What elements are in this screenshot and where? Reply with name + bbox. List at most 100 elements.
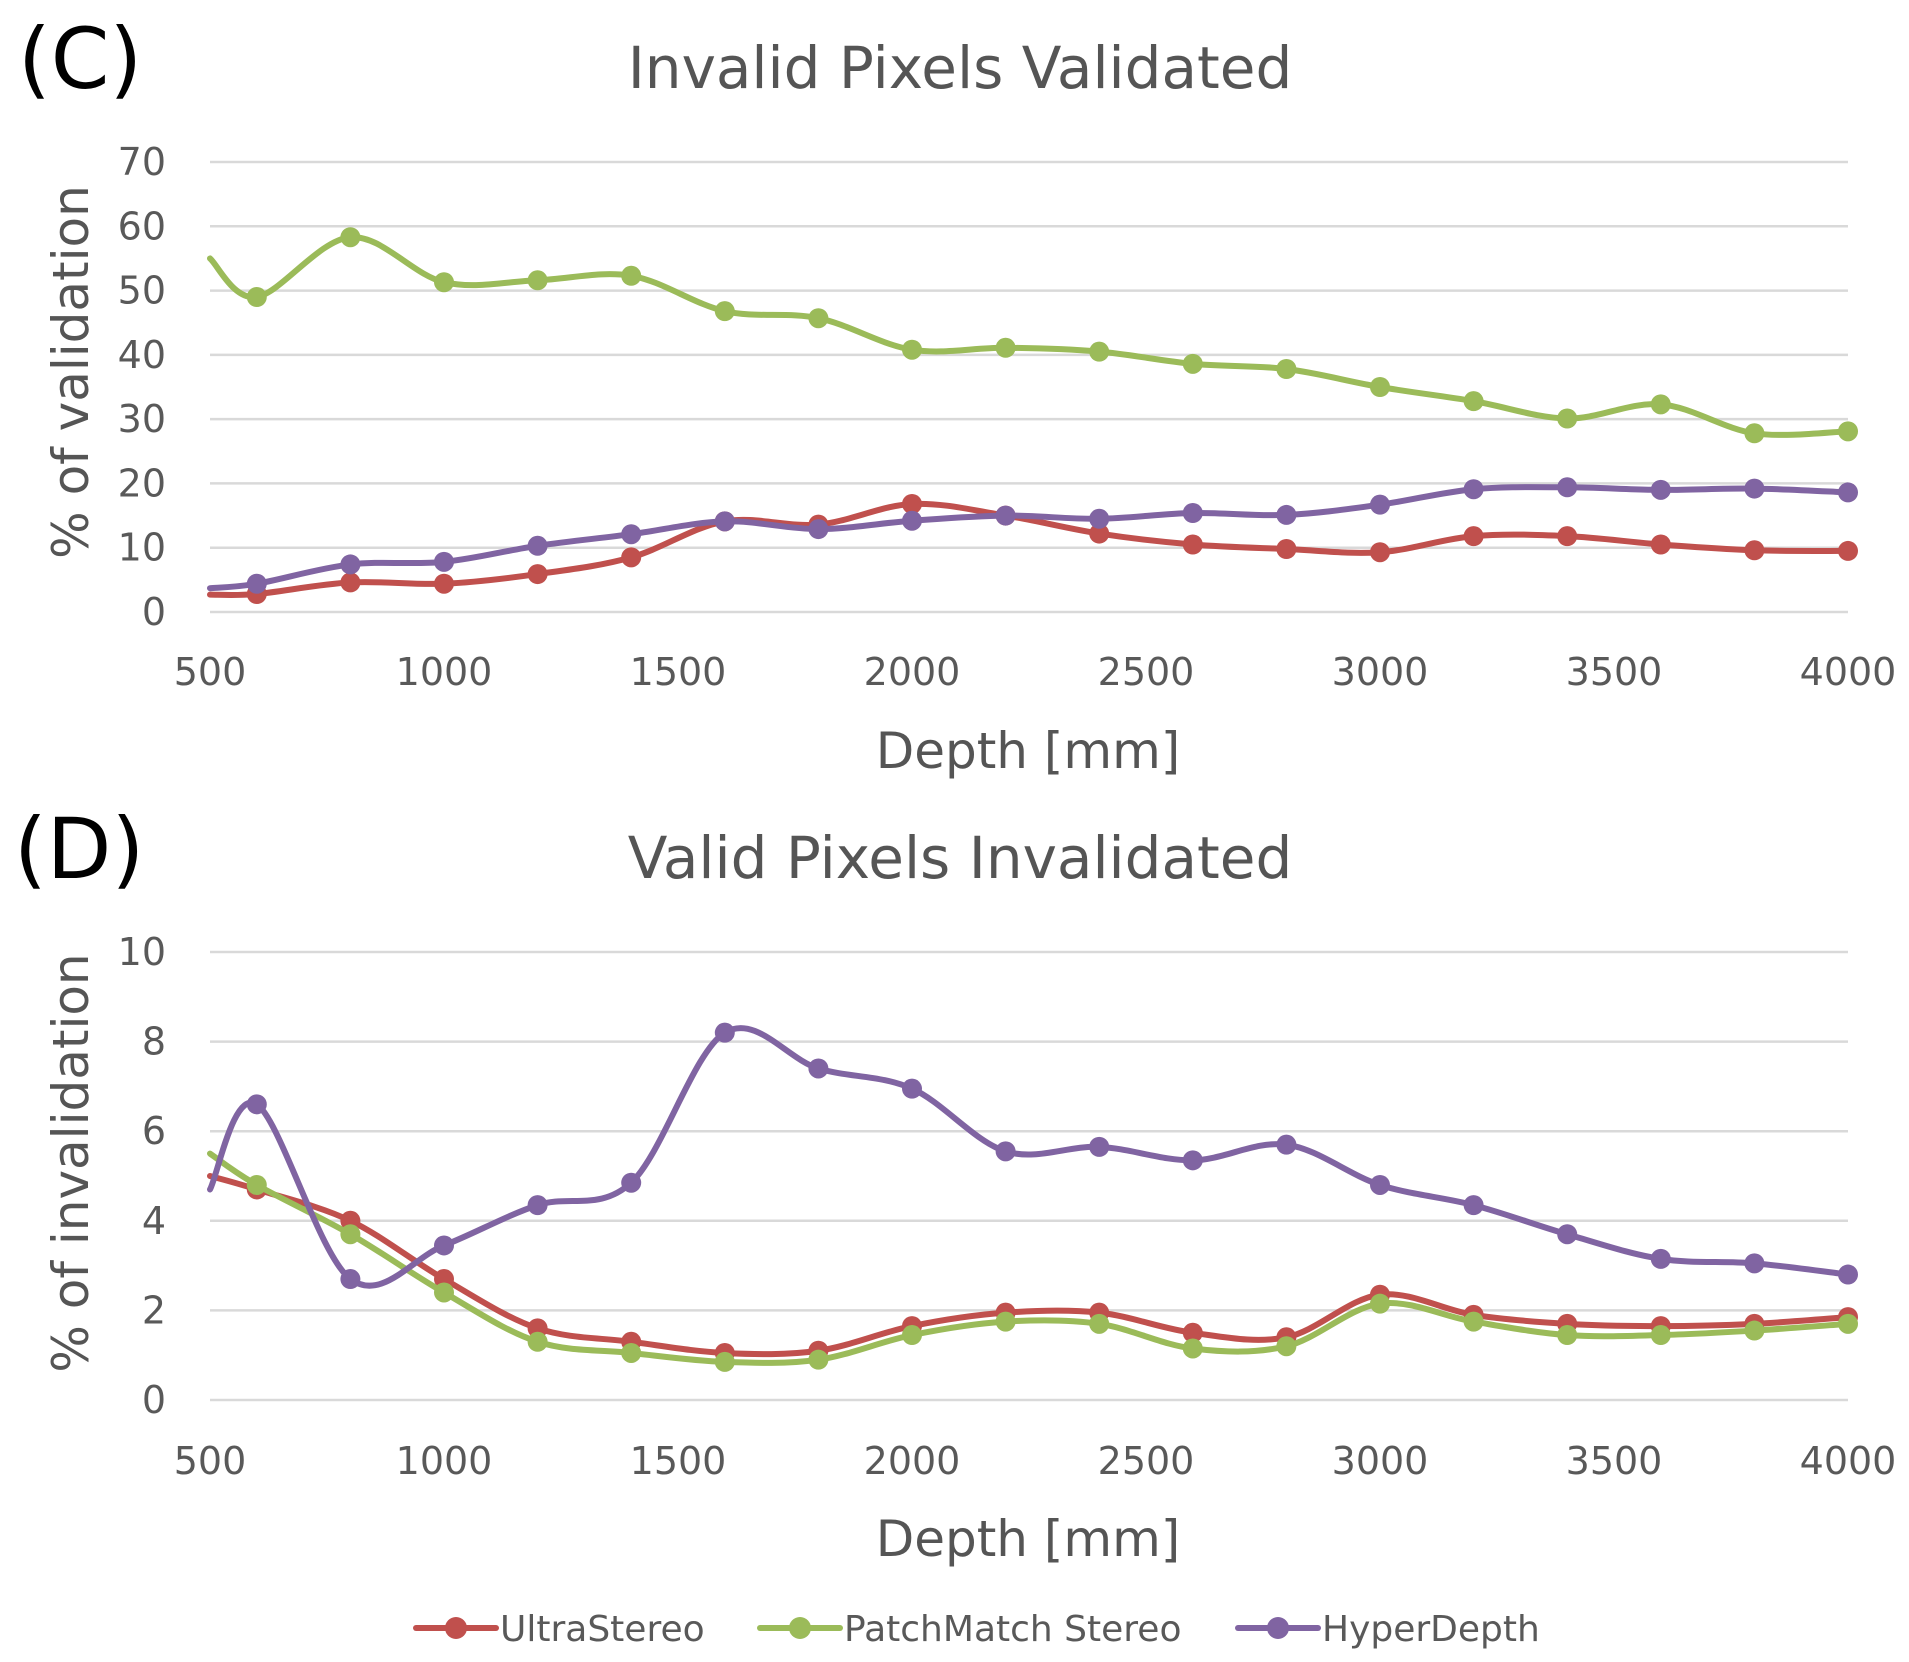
data-point-d-patchmatch-stereo-3800 bbox=[1744, 1320, 1765, 1341]
data-point-d-hyperdepth-4000 bbox=[1838, 1264, 1858, 1285]
y-tick-d-4: 4 bbox=[142, 1199, 166, 1243]
x-tick-c-1000: 1000 bbox=[396, 650, 493, 694]
x-axis-label-c: Depth [mm] bbox=[876, 722, 1181, 780]
data-point-d-hyperdepth-2400 bbox=[1089, 1136, 1110, 1157]
x-tick-d-4000: 4000 bbox=[1800, 1439, 1897, 1483]
data-point-c-hyperdepth-1000 bbox=[434, 551, 454, 572]
series-line-d-patchmatch-stereo bbox=[207, 1150, 1851, 1366]
data-point-d-hyperdepth-3400 bbox=[1557, 1224, 1578, 1245]
data-point-c-patchmatch-stereo-4000 bbox=[1838, 421, 1858, 442]
data-point-c-hyperdepth-600 bbox=[246, 573, 267, 594]
data-point-c-ultrastereo-2600 bbox=[1182, 534, 1203, 555]
y-axis-label-d: % of invalidation bbox=[42, 953, 100, 1372]
data-point-c-patchmatch-stereo-3000 bbox=[1370, 377, 1390, 397]
data-point-c-ultrastereo-2400 bbox=[1089, 523, 1110, 544]
data-point-d-hyperdepth-2600 bbox=[1182, 1150, 1203, 1171]
data-point-d-hyperdepth-1800 bbox=[808, 1058, 829, 1079]
y-tick-c-50: 50 bbox=[118, 269, 166, 313]
data-point-c-patchmatch-stereo-1800 bbox=[808, 308, 829, 329]
y-tick-d-6: 6 bbox=[142, 1109, 166, 1153]
y-tick-d-2: 2 bbox=[142, 1288, 166, 1332]
data-point-c-hyperdepth-1200 bbox=[527, 535, 548, 556]
data-point-c-hyperdepth-2000 bbox=[902, 510, 922, 531]
x-tick-labels-c: 500 1000 1500 2000 2500 3000 3500 4000 bbox=[174, 650, 1897, 694]
data-point-d-patchmatch-stereo-1200 bbox=[527, 1331, 548, 1352]
data-point-c-patchmatch-stereo-2800 bbox=[1276, 359, 1297, 379]
series-c-ultrastereo bbox=[207, 494, 1858, 604]
data-point-d-patchmatch-stereo-3200 bbox=[1463, 1311, 1484, 1332]
x-tick-d-3000: 3000 bbox=[1332, 1439, 1429, 1483]
data-point-d-patchmatch-stereo-3600 bbox=[1650, 1325, 1671, 1346]
data-point-c-patchmatch-stereo-1600 bbox=[714, 301, 735, 322]
data-point-d-hyperdepth-3800 bbox=[1744, 1253, 1765, 1274]
x-tick-d-2500: 2500 bbox=[1098, 1439, 1195, 1483]
x-tick-d-3500: 3500 bbox=[1566, 1439, 1663, 1483]
data-point-d-patchmatch-stereo-2200 bbox=[995, 1311, 1016, 1332]
data-point-c-ultrastereo-3600 bbox=[1650, 534, 1671, 555]
x-tick-d-2000: 2000 bbox=[864, 1439, 961, 1483]
data-point-d-hyperdepth-2000 bbox=[902, 1078, 922, 1099]
chart-panel-c: (C) Invalid Pixels Validated 0 10 20 30 40 50… bbox=[18, 10, 1896, 780]
y-tick-c-20: 20 bbox=[118, 461, 166, 505]
series-d-hyperdepth bbox=[207, 1022, 1858, 1290]
legend-marker-hyperdepth bbox=[1267, 1617, 1289, 1639]
chart-panel-d: (D) Valid Pixels Invalidated 0 2 4 6 8 10 500… bbox=[14, 800, 1896, 1568]
y-tick-c-40: 40 bbox=[118, 333, 166, 377]
y-tick-c-60: 60 bbox=[118, 204, 166, 248]
legend-item-ultrastereo: UltraStereo bbox=[413, 1609, 705, 1650]
data-point-c-patchmatch-stereo-1000 bbox=[434, 272, 454, 293]
data-point-c-hyperdepth-800 bbox=[340, 554, 361, 575]
data-point-c-ultrastereo-3200 bbox=[1463, 526, 1484, 547]
series-c-patchmatch-stereo bbox=[207, 227, 1858, 444]
data-point-c-patchmatch-stereo-1200 bbox=[527, 270, 548, 291]
data-point-c-ultrastereo-1400 bbox=[621, 547, 642, 568]
data-point-c-hyperdepth-3400 bbox=[1557, 477, 1578, 498]
data-point-c-hyperdepth-1600 bbox=[714, 511, 735, 532]
series-line-d-hyperdepth bbox=[207, 1025, 1851, 1289]
legend-item-hyperdepth: HyperDepth bbox=[1235, 1609, 1540, 1650]
data-point-c-patchmatch-stereo-3600 bbox=[1650, 394, 1671, 415]
y-tick-labels-c: 0 10 20 30 40 50 60 70 bbox=[118, 140, 166, 634]
data-point-c-patchmatch-stereo-2600 bbox=[1182, 353, 1203, 374]
data-point-c-ultrastereo-2800 bbox=[1276, 539, 1297, 559]
data-point-c-hyperdepth-3800 bbox=[1744, 478, 1765, 499]
data-point-c-ultrastereo-3000 bbox=[1370, 542, 1390, 563]
data-point-d-ultrastereo-2600 bbox=[1182, 1322, 1203, 1343]
data-point-c-ultrastereo-3800 bbox=[1744, 540, 1765, 561]
y-tick-c-0: 0 bbox=[142, 590, 166, 634]
y-tick-c-10: 10 bbox=[118, 526, 166, 570]
panel-letter-c: (C) bbox=[18, 10, 142, 108]
legend-label-patchmatch-stereo: PatchMatch Stereo bbox=[844, 1609, 1181, 1650]
data-point-c-ultrastereo-3400 bbox=[1557, 526, 1578, 547]
data-point-c-hyperdepth-2600 bbox=[1182, 503, 1203, 523]
y-tick-c-70: 70 bbox=[118, 140, 166, 184]
x-tick-c-1500: 1500 bbox=[630, 650, 727, 694]
y-tick-d-10: 10 bbox=[118, 930, 166, 974]
data-point-d-hyperdepth-600 bbox=[246, 1094, 267, 1115]
data-point-d-patchmatch-stereo-600 bbox=[246, 1174, 267, 1195]
data-point-c-ultrastereo-2000 bbox=[902, 494, 922, 514]
data-point-d-hyperdepth-3600 bbox=[1650, 1248, 1671, 1269]
legend-label-ultrastereo: UltraStereo bbox=[500, 1609, 705, 1650]
data-point-c-hyperdepth-2200 bbox=[995, 505, 1016, 526]
data-point-d-hyperdepth-1600 bbox=[714, 1022, 735, 1043]
data-point-d-patchmatch-stereo-2000 bbox=[902, 1325, 922, 1346]
y-tick-d-0: 0 bbox=[142, 1378, 166, 1422]
legend-marker-ultrastereo bbox=[445, 1617, 467, 1639]
series-line-d-ultrastereo bbox=[207, 1173, 1851, 1358]
data-point-d-patchmatch-stereo-1000 bbox=[434, 1282, 454, 1303]
data-point-d-patchmatch-stereo-2400 bbox=[1089, 1313, 1110, 1334]
data-point-c-ultrastereo-1000 bbox=[434, 573, 454, 594]
data-point-d-patchmatch-stereo-3000 bbox=[1370, 1293, 1390, 1314]
data-point-d-hyperdepth-1000 bbox=[434, 1235, 454, 1256]
data-point-c-patchmatch-stereo-600 bbox=[246, 287, 267, 307]
panel-letter-d: (D) bbox=[14, 800, 144, 898]
data-point-d-hyperdepth-1200 bbox=[527, 1195, 548, 1216]
x-tick-c-3500: 3500 bbox=[1566, 650, 1663, 694]
data-point-c-hyperdepth-3000 bbox=[1370, 494, 1390, 515]
data-point-d-hyperdepth-1400 bbox=[621, 1172, 642, 1193]
data-point-d-hyperdepth-3000 bbox=[1370, 1174, 1390, 1195]
x-tick-d-1500: 1500 bbox=[630, 1439, 727, 1483]
y-tick-d-8: 8 bbox=[142, 1020, 166, 1064]
